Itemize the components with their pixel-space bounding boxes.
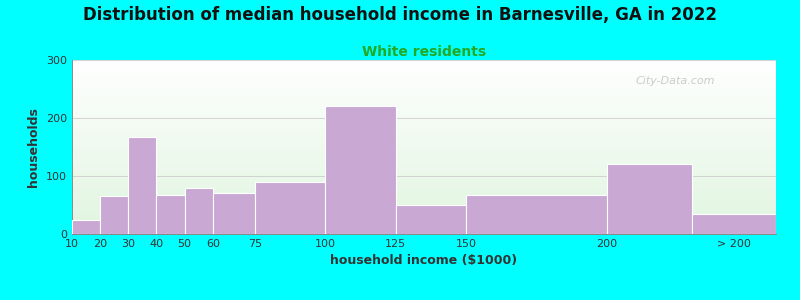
Bar bbox=[255, 182, 326, 234]
Bar bbox=[128, 136, 157, 234]
Bar bbox=[466, 195, 607, 234]
Bar bbox=[396, 205, 466, 234]
X-axis label: household income ($1000): household income ($1000) bbox=[330, 254, 518, 267]
Title: White residents: White residents bbox=[362, 45, 486, 59]
Text: City-Data.com: City-Data.com bbox=[635, 76, 714, 86]
Bar bbox=[326, 106, 396, 234]
Bar bbox=[100, 196, 128, 234]
Bar bbox=[213, 194, 255, 234]
Bar bbox=[72, 220, 100, 234]
Bar bbox=[185, 188, 213, 234]
Text: Distribution of median household income in Barnesville, GA in 2022: Distribution of median household income … bbox=[83, 6, 717, 24]
Bar bbox=[691, 214, 776, 234]
Bar bbox=[607, 164, 691, 234]
Bar bbox=[157, 195, 185, 234]
Y-axis label: households: households bbox=[27, 107, 41, 187]
